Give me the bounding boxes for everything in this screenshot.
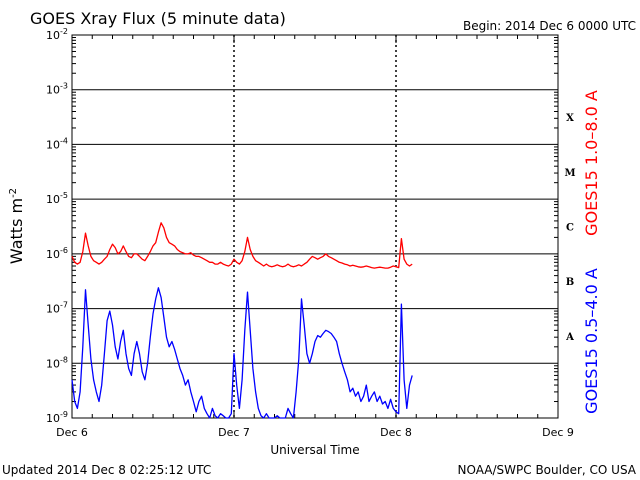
plot-frame <box>71 34 559 419</box>
x-axis-label: Universal Time <box>270 443 359 457</box>
legend-goes15-long: GOES15 1.0–8.0 A <box>582 90 601 236</box>
y-axis-label-exp: -2 <box>8 188 19 198</box>
y-tick-exponent: -6 <box>60 246 68 255</box>
y-tick-label: 10-3 <box>46 82 68 97</box>
begin-label: Begin: 2014 Dec 6 0000 UTC <box>463 19 636 33</box>
y-tick-label: 10-8 <box>46 355 68 370</box>
series-line-1 <box>71 287 413 419</box>
y-tick-base: 10 <box>46 412 60 425</box>
y-tick-exponent: -9 <box>60 410 68 419</box>
y-axis-label: Watts m-2 <box>7 188 26 264</box>
y-tick-label: 10-4 <box>46 136 68 151</box>
y-tick-exponent: -2 <box>60 27 68 36</box>
y-tick-exponent: -7 <box>60 301 68 310</box>
updated-label: Updated 2014 Dec 8 02:25:12 UTC <box>2 463 211 477</box>
y-tick-exponent: -8 <box>60 355 68 364</box>
y-axis-label-main: Watts m <box>7 198 26 264</box>
chart-title: GOES Xray Flux (5 minute data) <box>30 9 286 28</box>
y-tick-base: 10 <box>46 29 60 42</box>
y-tick-exponent: -3 <box>60 82 68 91</box>
series-lines <box>71 222 413 419</box>
flare-class-label: C <box>566 223 574 234</box>
legend-goes15-short: GOES15 0.5–4.0 A <box>582 268 601 414</box>
y-tick-label: 10-7 <box>46 301 68 316</box>
minor-ticks <box>71 35 559 418</box>
flare-class-label: B <box>566 277 574 288</box>
y-tick-label: 10-5 <box>46 191 68 206</box>
y-tick-label: 10-6 <box>46 246 68 261</box>
x-tick-labels: Dec 6 Dec 7 Dec 8 Dec 9 <box>56 426 574 439</box>
y-tick-label: 10-2 <box>46 27 68 42</box>
flare-class-label: X <box>566 113 574 124</box>
y-tick-base: 10 <box>46 193 60 206</box>
x-tick-label: Dec 6 <box>56 426 88 439</box>
y-tick-base: 10 <box>46 138 60 151</box>
y-tick-label: 10-9 <box>46 410 68 425</box>
y-tick-exponent: -5 <box>60 191 68 200</box>
y-tick-base: 10 <box>46 357 60 370</box>
x-tick-label: Dec 9 <box>542 426 574 439</box>
flare-class-labels: X M C B A <box>564 113 575 343</box>
horizontal-grid <box>72 89 558 364</box>
flare-class-label: A <box>565 332 574 343</box>
credit-label: NOAA/SWPC Boulder, CO USA <box>458 463 637 477</box>
y-tick-base: 10 <box>46 303 60 316</box>
series-line-0 <box>71 222 413 269</box>
x-tick-label: Dec 8 <box>380 426 412 439</box>
day-divider-grid <box>233 35 397 418</box>
y-tick-base: 10 <box>46 84 60 97</box>
x-tick-label: Dec 7 <box>218 426 250 439</box>
flare-class-label: M <box>564 168 575 179</box>
y-tick-exponent: -4 <box>60 136 68 145</box>
y-tick-base: 10 <box>46 248 60 261</box>
y-tick-labels: 10-210-310-410-510-610-710-810-9 <box>46 27 68 425</box>
